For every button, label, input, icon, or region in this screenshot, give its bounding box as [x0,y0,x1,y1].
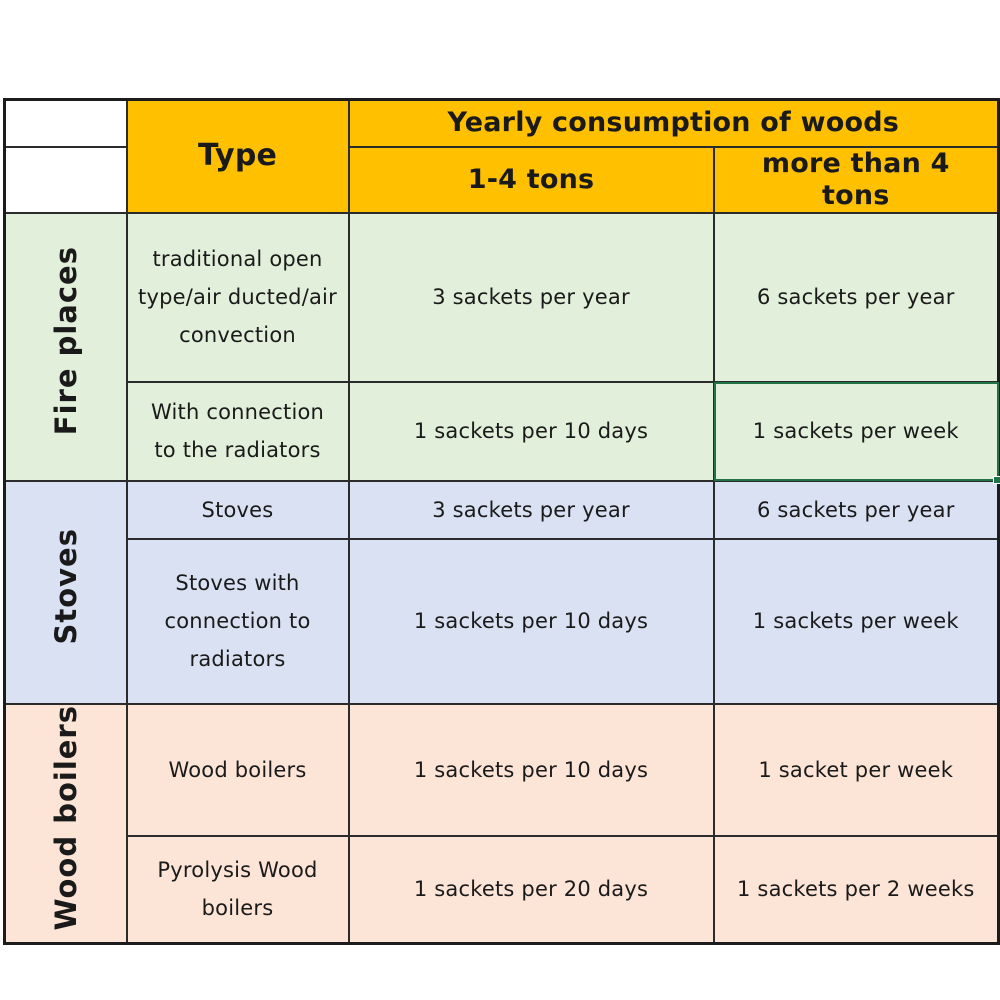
type-cell[interactable]: Stoves [125,479,350,540]
category-label: Stoves [48,527,83,645]
type-cell[interactable]: traditional open type/air ducted/air con… [125,211,350,383]
value-cell[interactable]: 1 sacket per week [712,702,1000,837]
value-cell[interactable]: 1 sackets per 10 days [347,702,715,837]
column-header-more-than-4-tons[interactable]: more than 4 tons [712,145,1000,214]
value-cell[interactable]: 1 sackets per 20 days [347,834,715,945]
type-cell[interactable]: Pyrolysis Wood boilers [125,834,350,945]
value-cell[interactable]: 1 sackets per 10 days [347,537,715,705]
type-cell[interactable]: Stoves with connection to radiators [125,537,350,705]
category-fire-places[interactable]: Fire places [3,211,128,482]
value-cell[interactable]: 6 sackets per year [712,479,1000,540]
category-label: Fire places [48,245,83,436]
value-cell[interactable]: 1 sackets per week [712,537,1000,705]
selected-value-cell[interactable]: 1 sackets per week [712,380,1000,485]
category-label: Wood boilers [48,704,83,930]
blank-header-cell[interactable] [3,145,128,214]
consumption-header[interactable]: Yearly consumption of woods [347,98,1000,148]
type-cell[interactable]: With connection to the radiators [125,380,350,482]
value-cell[interactable]: 3 sackets per year [347,479,715,540]
value-cell[interactable]: 3 sackets per year [347,211,715,383]
type-header[interactable]: Type [125,98,350,214]
category-wood-boilers[interactable]: Wood boilers [3,702,128,945]
column-header-1-4-tons[interactable]: 1-4 tons [347,145,715,214]
value-cell[interactable]: 1 sackets per 10 days [347,380,715,482]
value-cell[interactable]: 1 sackets per 2 weeks [712,834,1000,945]
value-cell[interactable]: 6 sackets per year [712,211,1000,383]
wood-consumption-table: Type Yearly consumption of woods 1-4 ton… [3,98,1000,945]
blank-header-cell[interactable] [3,98,128,148]
category-stoves[interactable]: Stoves [3,479,128,705]
type-cell[interactable]: Wood boilers [125,702,350,837]
